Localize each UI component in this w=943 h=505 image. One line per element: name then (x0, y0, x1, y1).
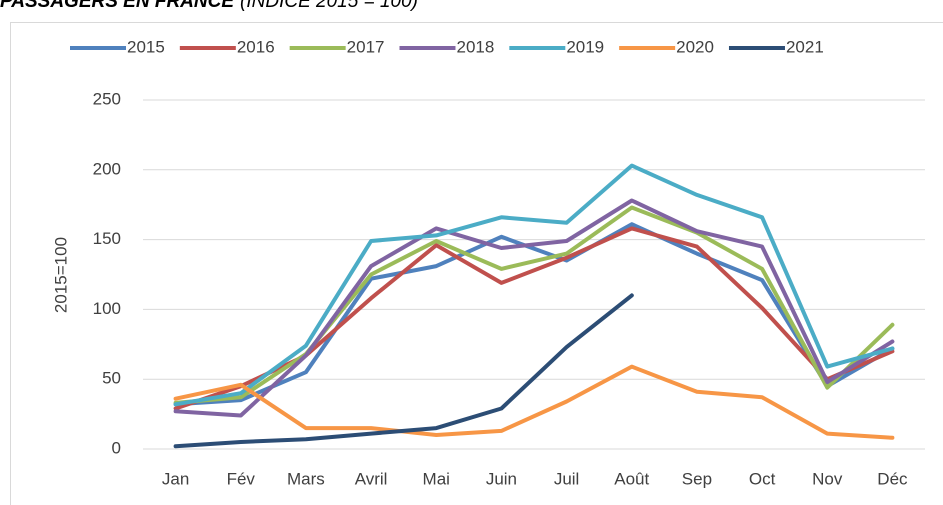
series-line (173, 163, 895, 407)
x-tick-label: Sep (682, 469, 712, 488)
x-tick-label: Nov (812, 469, 843, 488)
y-tick-label: 0 (112, 438, 121, 457)
series-line (173, 198, 895, 418)
legend-label: 2021 (786, 37, 824, 56)
chart-heading: PASSAGERS EN FRANCE (INDICE 2015 = 100) (0, 0, 418, 12)
x-tick-label: Mars (287, 469, 325, 488)
legend-label: 2017 (347, 37, 385, 56)
x-tick-label: Déc (877, 469, 908, 488)
legend-label: 2016 (237, 37, 275, 56)
legend-label: 2019 (566, 37, 604, 56)
series-line (173, 293, 634, 449)
y-tick-label: 200 (93, 159, 121, 178)
y-tick-label: 250 (93, 89, 121, 108)
x-tick-label: Juin (486, 469, 517, 488)
y-axis-label: 2015=100 (51, 237, 70, 313)
x-tick-label: Mai (423, 469, 450, 488)
x-tick-label: Jan (162, 469, 189, 488)
chart-border (10, 22, 943, 505)
legend-label: 2015 (127, 37, 165, 56)
chart-title: PASSAGERS EN FRANCE (0, 0, 235, 12)
x-tick-label: Oct (749, 469, 776, 488)
series-line (173, 222, 895, 407)
x-tick-label: Août (614, 469, 649, 488)
x-tick-label: Juil (554, 469, 580, 488)
series-line (173, 205, 895, 405)
series-line (173, 364, 895, 440)
legend-label: 2020 (676, 37, 714, 56)
x-tick-label: Fév (227, 469, 256, 488)
chart-subtitle: (INDICE 2015 = 100) (240, 0, 418, 12)
y-tick-label: 100 (93, 299, 121, 318)
legend-label: 2018 (456, 37, 494, 56)
x-tick-label: Avril (355, 469, 388, 488)
y-tick-label: 150 (93, 229, 121, 248)
y-tick-label: 50 (102, 369, 121, 388)
